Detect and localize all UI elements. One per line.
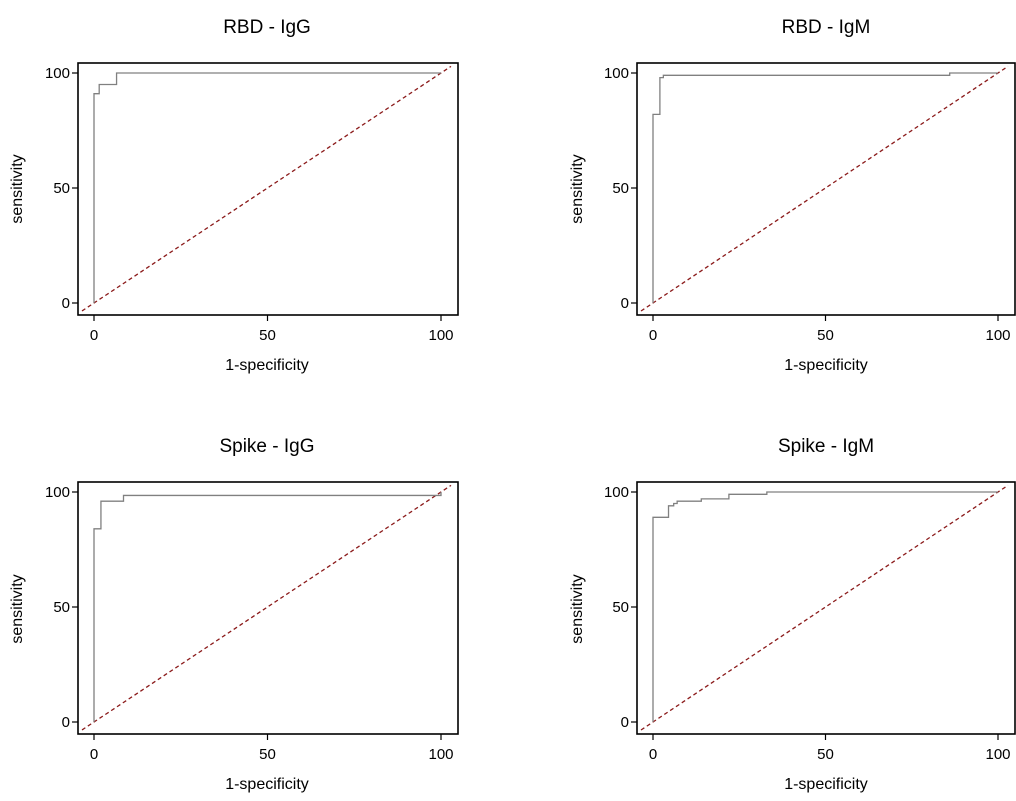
x-tick-label: 50 (817, 327, 834, 344)
x-tick-label: 100 (985, 327, 1010, 344)
roc-panel-3: Spike - IgG 0 50 100 0 50 100 1-specificity sens… (9, 436, 459, 793)
y-tick-label: 50 (53, 180, 70, 197)
panel-title: RBD - IgM (782, 17, 871, 38)
roc-curve-series-1 (652, 491, 998, 722)
x-tick-label: 0 (90, 746, 98, 763)
panel-title: RBD - IgG (223, 17, 311, 38)
y-tick-label: 50 (612, 599, 629, 616)
plot-frame (636, 62, 1016, 316)
y-axis-label: sensitivity (9, 154, 26, 223)
x-axis-label: 1-specificity (225, 776, 309, 793)
reference-diagonal-line (640, 65, 1009, 312)
panel-title: Spike - IgG (219, 436, 314, 457)
y-axis-label: sensitivity (569, 154, 586, 223)
panel-title: Spike - IgM (778, 436, 874, 457)
x-axis-label: 1-specificity (784, 776, 868, 793)
reference-diagonal-line (81, 484, 452, 731)
reference-diagonal-line (640, 484, 1009, 731)
x-axis-label: 1-specificity (225, 357, 309, 374)
y-tick-label: 0 (62, 714, 70, 731)
x-tick-label: 50 (817, 746, 834, 763)
roc-curve-series-1 (652, 72, 998, 303)
y-axis-label: sensitivity (569, 574, 586, 643)
y-axis-label: sensitivity (9, 574, 26, 643)
y-tick-label: 100 (604, 484, 629, 501)
roc-curve-series-1 (93, 72, 441, 303)
x-tick-label: 0 (649, 327, 657, 344)
y-tick-label: 100 (45, 484, 70, 501)
roc-curve-series-1 (93, 492, 442, 722)
y-tick-label: 0 (621, 295, 629, 312)
y-tick-label: 100 (45, 65, 70, 82)
y-tick-label: 50 (612, 180, 629, 197)
y-tick-label: 0 (62, 295, 70, 312)
x-tick-label: 50 (259, 327, 276, 344)
x-axis-label: 1-specificity (784, 357, 868, 374)
roc-panel-4: Spike - IgM 0 50 100 0 50 100 1-specificity sens… (569, 436, 1016, 793)
x-tick-label: 100 (985, 746, 1010, 763)
y-tick-label: 0 (621, 714, 629, 731)
roc-panel-2: RBD - IgM 0 50 100 0 50 100 1-specificity sensit… (569, 17, 1016, 374)
reference-diagonal-line (81, 65, 452, 312)
plot-frame (77, 62, 459, 316)
x-tick-label: 100 (428, 327, 453, 344)
plot-frame (636, 481, 1016, 735)
y-tick-label: 50 (53, 599, 70, 616)
plot-frame (77, 481, 459, 735)
y-tick-label: 100 (604, 65, 629, 82)
x-tick-label: 0 (90, 327, 98, 344)
x-tick-label: 0 (649, 746, 657, 763)
roc-panel-1: RBD - IgG 0 50 100 0 50 100 1-specificity sensit… (9, 17, 459, 374)
x-tick-label: 100 (428, 746, 453, 763)
x-tick-label: 50 (259, 746, 276, 763)
